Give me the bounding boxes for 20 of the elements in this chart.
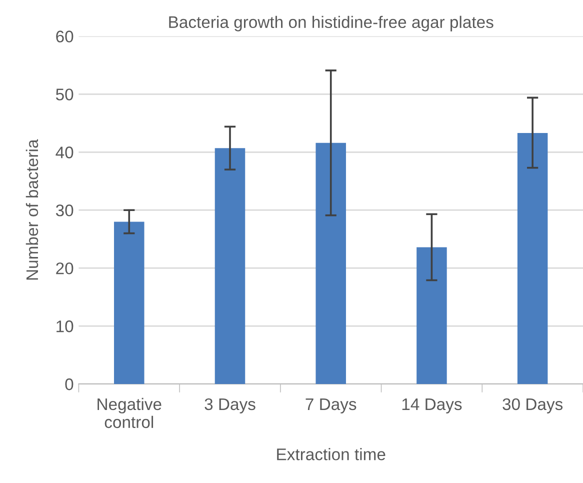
x-tick-label: Negative control — [98, 398, 162, 428]
chart-title: Bacteria growth on histidine-free agar plates — [169, 16, 494, 32]
y-tick-label: 30 — [56, 204, 74, 216]
y-tick-label: 0 — [65, 378, 74, 390]
x-axis-title: Extraction time — [277, 448, 386, 460]
x-tick-label: 7 Days — [306, 398, 356, 414]
y-tick-label: 40 — [56, 146, 74, 158]
y-axis-title: Number of bacteria — [26, 139, 38, 280]
x-tick-label: 3 Days — [204, 398, 256, 414]
x-tick-label: 30 Days — [502, 398, 563, 414]
y-tick-label: 20 — [56, 262, 74, 274]
bar — [316, 142, 346, 384]
y-tick-label: 10 — [56, 320, 74, 332]
x-tick-label: 14 Days — [402, 398, 462, 414]
y-tick-label: 50 — [56, 88, 74, 100]
bar — [517, 133, 548, 384]
bar — [114, 222, 144, 384]
y-tick-label: 60 — [56, 30, 74, 42]
bar — [214, 148, 246, 384]
bar — [416, 247, 447, 384]
